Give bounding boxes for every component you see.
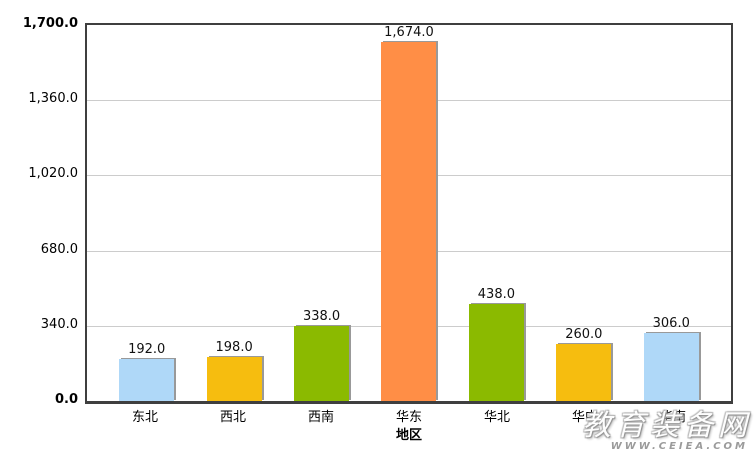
y-axis-tick-label: 1,020.0 (28, 166, 78, 182)
plot-area: 192.0 198.0 338.0 1,674.0 438.0 260.0 306.0 (85, 23, 733, 404)
bar-value-label: 306.0 (652, 316, 690, 332)
x-category-label: 西南 (307, 410, 334, 425)
bar-slot-华东: 1,674.0 (365, 25, 452, 401)
bar-华东 (381, 42, 437, 401)
x-category-label: 华南 (659, 410, 686, 425)
bar-西南 (294, 326, 350, 401)
bar-华南 (643, 333, 699, 401)
y-axis-tick-label: 1,700.0 (22, 16, 78, 31)
bar-value-label: 192.0 (128, 341, 166, 357)
y-axis-tick-label: 0.0 (54, 392, 78, 407)
bar-slot-华北: 438.0 (453, 25, 540, 401)
bar-slot-华中: 260.0 (540, 25, 627, 401)
x-category-label: 华中 (571, 410, 598, 425)
bar-slot-华南: 306.0 (628, 25, 715, 401)
x-axis-labels: 东北 西北 西南 华东 华北 华中 华南 (85, 406, 733, 425)
bar-value-label: 438.0 (477, 287, 515, 303)
bar-value-label: 260.0 (565, 326, 603, 342)
bar-value-label: 1,674.0 (384, 25, 434, 40)
bar-华北 (468, 304, 524, 401)
bar-value-label: 198.0 (215, 340, 253, 356)
bar-value-label: 338.0 (302, 309, 341, 325)
bar-slot-西南: 338.0 (278, 25, 365, 401)
bar-东北 (119, 358, 175, 401)
x-category-label: 华北 (483, 410, 510, 425)
x-category-label: 东北 (131, 410, 158, 425)
y-axis-tick-label: 340.0 (40, 316, 78, 332)
bar-西北 (206, 357, 262, 401)
bar-slot-西北: 198.0 (190, 25, 277, 401)
y-axis-tick-label: 1,360.0 (28, 91, 78, 107)
bar-华中 (556, 343, 612, 401)
x-category-label: 西北 (219, 410, 246, 425)
y-axis-tick-label: 680.0 (40, 241, 78, 257)
bar-series: 192.0 198.0 338.0 1,674.0 438.0 260.0 306.0 (87, 25, 731, 401)
x-axis-title: 地区 (395, 428, 422, 443)
bar-slot-东北: 192.0 (103, 25, 190, 401)
x-category-label: 华东 (395, 410, 422, 425)
